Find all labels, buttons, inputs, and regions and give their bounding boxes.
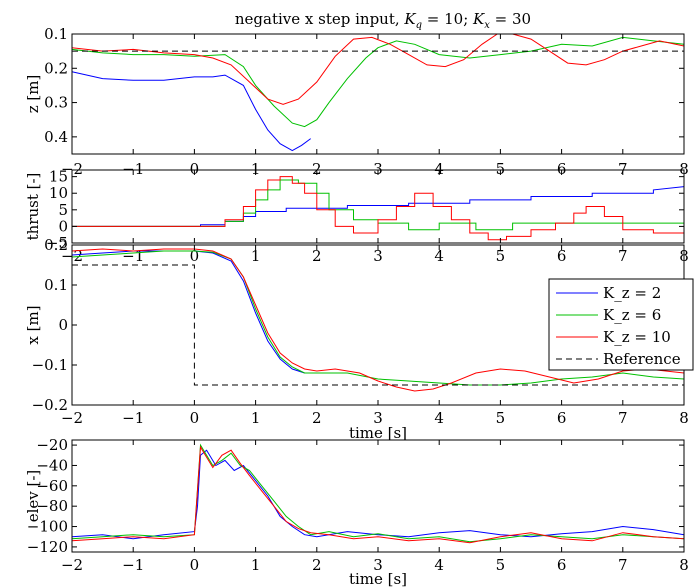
thrust-xtick-label: 2	[312, 247, 322, 265]
thrust-xtick-label: 5	[496, 247, 506, 265]
legend: K_z = 2 K_z = 6 K_z = 10 Reference	[548, 278, 694, 371]
z-xtick-label: 0	[190, 160, 200, 178]
elev-series-1	[71, 443, 685, 543]
z-xtick-label: 8	[679, 160, 689, 178]
elev-xtick-label: 0	[190, 556, 200, 574]
elev-xlabel: time [s]	[349, 570, 407, 588]
thrust-ytick-label: 5	[58, 201, 68, 219]
thrust-xtick-label: 0	[190, 247, 200, 265]
z-axes-box	[71, 33, 685, 155]
x-ytick-label: 0.1	[44, 276, 68, 294]
z-series-2	[71, 33, 685, 105]
x-xtick-label: 2	[312, 409, 322, 427]
x-xtick-label: 4	[434, 409, 444, 427]
x-xtick-label: 8	[679, 409, 689, 427]
x-series-0	[71, 250, 305, 374]
thrust-ytick-label: 10	[49, 184, 68, 202]
x-xtick-label: −1	[122, 409, 144, 427]
z-ytick-label: 0.1	[44, 25, 68, 43]
x-xtick-label: 5	[496, 409, 506, 427]
elev-ytick-label: −20	[36, 436, 68, 454]
x-xlabel: time [s]	[349, 424, 407, 442]
legend-label: K_z = 10	[603, 328, 671, 346]
elev-panel: −2 −1 0 1 2 3 4 5 6 7 8 −20 −40 −60 −80 −100 −120 elev [-…	[24, 436, 689, 588]
thrust-ytick-label: −5	[46, 234, 68, 252]
elev-xtick-label: 1	[251, 556, 261, 574]
z-xtick-label: 1	[251, 160, 261, 178]
thrust-series-1	[72, 179, 684, 231]
z-ylabel: z [m]	[24, 75, 42, 114]
z-series-0	[71, 71, 311, 152]
thrust-xtick-label: 4	[434, 247, 444, 265]
z-xtick-label: 2	[312, 160, 322, 178]
thrust-ytick-label: 0	[58, 217, 68, 235]
elev-xtick-label: −2	[61, 556, 83, 574]
x-series-2	[71, 248, 685, 392]
elev-ytick-label: −60	[36, 477, 68, 495]
thrust-ylabel: thrust [-]	[24, 173, 42, 241]
elev-ylabel: elev [-]	[24, 470, 42, 523]
legend-box	[548, 278, 694, 371]
elev-xtick-label: 8	[679, 556, 689, 574]
x-xtick-label: 1	[251, 409, 261, 427]
x-xtick-label: 6	[557, 409, 567, 427]
thrust-xtick-label: 7	[618, 247, 628, 265]
z-xtick-label: 7	[618, 160, 628, 178]
elev-xtick-label: 4	[434, 556, 444, 574]
z-ytick-label: 0.4	[44, 128, 68, 146]
elev-xtick-label: 3	[373, 556, 383, 574]
z-ytick-label: 0.2	[44, 59, 68, 77]
z-xtick-label: −2	[61, 160, 83, 178]
elev-xtick-label: 7	[618, 556, 628, 574]
z-xtick-label: 6	[557, 160, 567, 178]
elev-ytick-label: −100	[27, 518, 68, 536]
x-panel: −2 −1 0 1 2 3 4 5 6 7 8 0.2 0.1 0 −0.1 −0.2 x [m] time [s…	[24, 236, 689, 442]
x-ytick-label: 0.2	[44, 236, 68, 254]
z-xtick-label: −1	[122, 160, 144, 178]
z-xtick-label: 3	[373, 160, 383, 178]
elev-series-0	[71, 449, 685, 540]
elev-xtick-label: 2	[312, 556, 322, 574]
thrust-xtick-label: 6	[557, 247, 567, 265]
x-ylabel: x [m]	[24, 305, 42, 344]
elev-xtick-label: 6	[557, 556, 567, 574]
elev-xtick-label: 5	[496, 556, 506, 574]
x-ytick-label: −0.1	[32, 356, 68, 374]
x-ytick-label: −0.2	[32, 396, 68, 414]
figure-title: negative x step input, Kq = 10; Kx = 30	[235, 10, 531, 31]
x-xtick-label: 7	[618, 409, 628, 427]
z-xtick-label: 4	[434, 160, 444, 178]
z-series-1	[71, 36, 685, 128]
thrust-series-2	[72, 176, 684, 241]
legend-label: Reference	[603, 350, 681, 368]
z-ytick-label: 0.3	[44, 94, 68, 112]
x-series-3	[72, 264, 684, 386]
elev-xtick-label: −1	[122, 556, 144, 574]
elev-series-2	[71, 445, 685, 544]
x-xtick-label: 3	[373, 409, 383, 427]
z-panel: −2 −1 0 1 2 3 4 5 6 7 8 0.1 0.2 0.3 0.4z [m]	[24, 25, 689, 178]
x-ytick-label: 0	[58, 316, 68, 334]
elev-ytick-label: −80	[36, 497, 68, 515]
thrust-xtick-label: 3	[373, 247, 383, 265]
thrust-xtick-label: 1	[251, 247, 261, 265]
x-series-1	[71, 250, 685, 386]
elev-ytick-label: −120	[27, 538, 68, 556]
x-xtick-label: 0	[190, 409, 200, 427]
thrust-ytick-label: 15	[49, 168, 68, 186]
legend-label: K_z = 6	[603, 306, 661, 324]
legend-label: K_z = 2	[603, 284, 661, 302]
x-xtick-label: −2	[61, 409, 83, 427]
z-xtick-label: 5	[496, 160, 506, 178]
elev-ytick-label: −40	[36, 456, 68, 474]
